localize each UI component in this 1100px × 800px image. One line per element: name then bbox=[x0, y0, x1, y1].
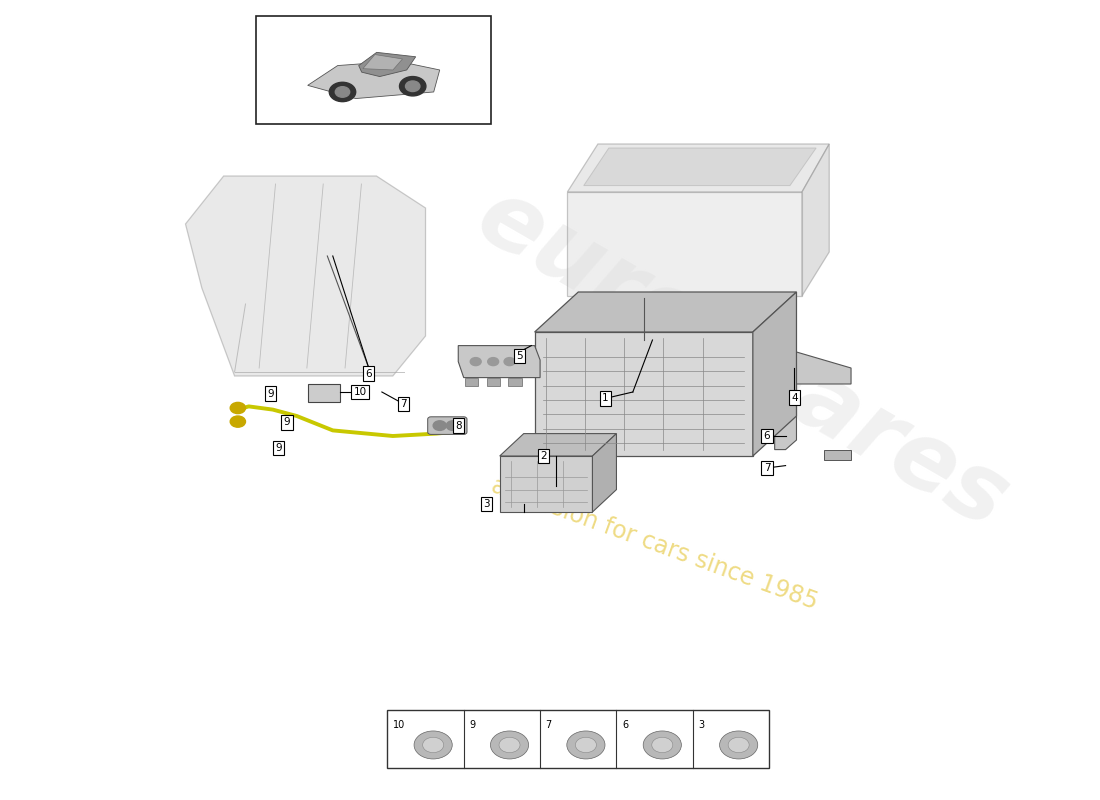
Polygon shape bbox=[593, 434, 616, 512]
Circle shape bbox=[447, 421, 460, 430]
Polygon shape bbox=[308, 61, 440, 98]
Text: 9: 9 bbox=[275, 443, 282, 453]
Text: 2: 2 bbox=[540, 451, 547, 461]
FancyBboxPatch shape bbox=[256, 16, 491, 124]
Circle shape bbox=[728, 738, 749, 753]
FancyBboxPatch shape bbox=[387, 710, 769, 768]
Text: 7: 7 bbox=[763, 463, 770, 473]
Circle shape bbox=[499, 738, 520, 753]
Polygon shape bbox=[535, 292, 796, 332]
Polygon shape bbox=[499, 434, 616, 456]
Text: 10: 10 bbox=[393, 720, 405, 730]
Text: 7: 7 bbox=[400, 399, 407, 409]
Circle shape bbox=[406, 81, 420, 91]
Text: 6: 6 bbox=[621, 720, 628, 730]
Polygon shape bbox=[774, 352, 851, 450]
Polygon shape bbox=[459, 346, 540, 378]
Text: 6: 6 bbox=[763, 431, 770, 441]
FancyBboxPatch shape bbox=[486, 378, 499, 386]
Circle shape bbox=[487, 358, 498, 366]
Polygon shape bbox=[499, 456, 593, 512]
Circle shape bbox=[230, 416, 245, 427]
Polygon shape bbox=[363, 54, 403, 70]
Circle shape bbox=[491, 731, 529, 759]
Circle shape bbox=[575, 738, 596, 753]
Text: 3: 3 bbox=[483, 499, 490, 509]
Circle shape bbox=[329, 82, 355, 102]
Circle shape bbox=[504, 358, 515, 366]
Text: a passion for cars since 1985: a passion for cars since 1985 bbox=[488, 474, 822, 614]
Circle shape bbox=[336, 86, 350, 98]
Text: 3: 3 bbox=[698, 720, 704, 730]
Circle shape bbox=[433, 421, 447, 430]
Text: 1: 1 bbox=[602, 394, 609, 403]
Circle shape bbox=[652, 738, 673, 753]
Text: 5: 5 bbox=[516, 351, 522, 361]
Circle shape bbox=[719, 731, 758, 759]
Polygon shape bbox=[535, 332, 752, 456]
Text: 9: 9 bbox=[284, 418, 290, 427]
Text: 4: 4 bbox=[791, 393, 798, 402]
Polygon shape bbox=[568, 192, 802, 296]
Circle shape bbox=[644, 731, 681, 759]
Circle shape bbox=[566, 731, 605, 759]
Text: 9: 9 bbox=[267, 389, 274, 398]
Polygon shape bbox=[186, 176, 426, 376]
Text: eurospares: eurospares bbox=[460, 170, 1024, 550]
FancyBboxPatch shape bbox=[465, 378, 477, 386]
FancyBboxPatch shape bbox=[508, 378, 521, 386]
Polygon shape bbox=[359, 52, 416, 77]
Circle shape bbox=[414, 731, 452, 759]
FancyBboxPatch shape bbox=[308, 384, 340, 402]
Polygon shape bbox=[802, 144, 829, 296]
Polygon shape bbox=[568, 144, 829, 192]
FancyBboxPatch shape bbox=[428, 417, 468, 434]
Circle shape bbox=[230, 402, 245, 414]
Text: 9: 9 bbox=[470, 720, 475, 730]
Polygon shape bbox=[752, 292, 796, 456]
Text: 8: 8 bbox=[455, 421, 462, 430]
Text: 7: 7 bbox=[546, 720, 552, 730]
Polygon shape bbox=[824, 450, 851, 460]
Polygon shape bbox=[584, 148, 816, 186]
Circle shape bbox=[471, 358, 481, 366]
Circle shape bbox=[399, 77, 426, 96]
Text: 6: 6 bbox=[365, 369, 372, 378]
Text: 10: 10 bbox=[353, 387, 366, 397]
Circle shape bbox=[422, 738, 443, 753]
